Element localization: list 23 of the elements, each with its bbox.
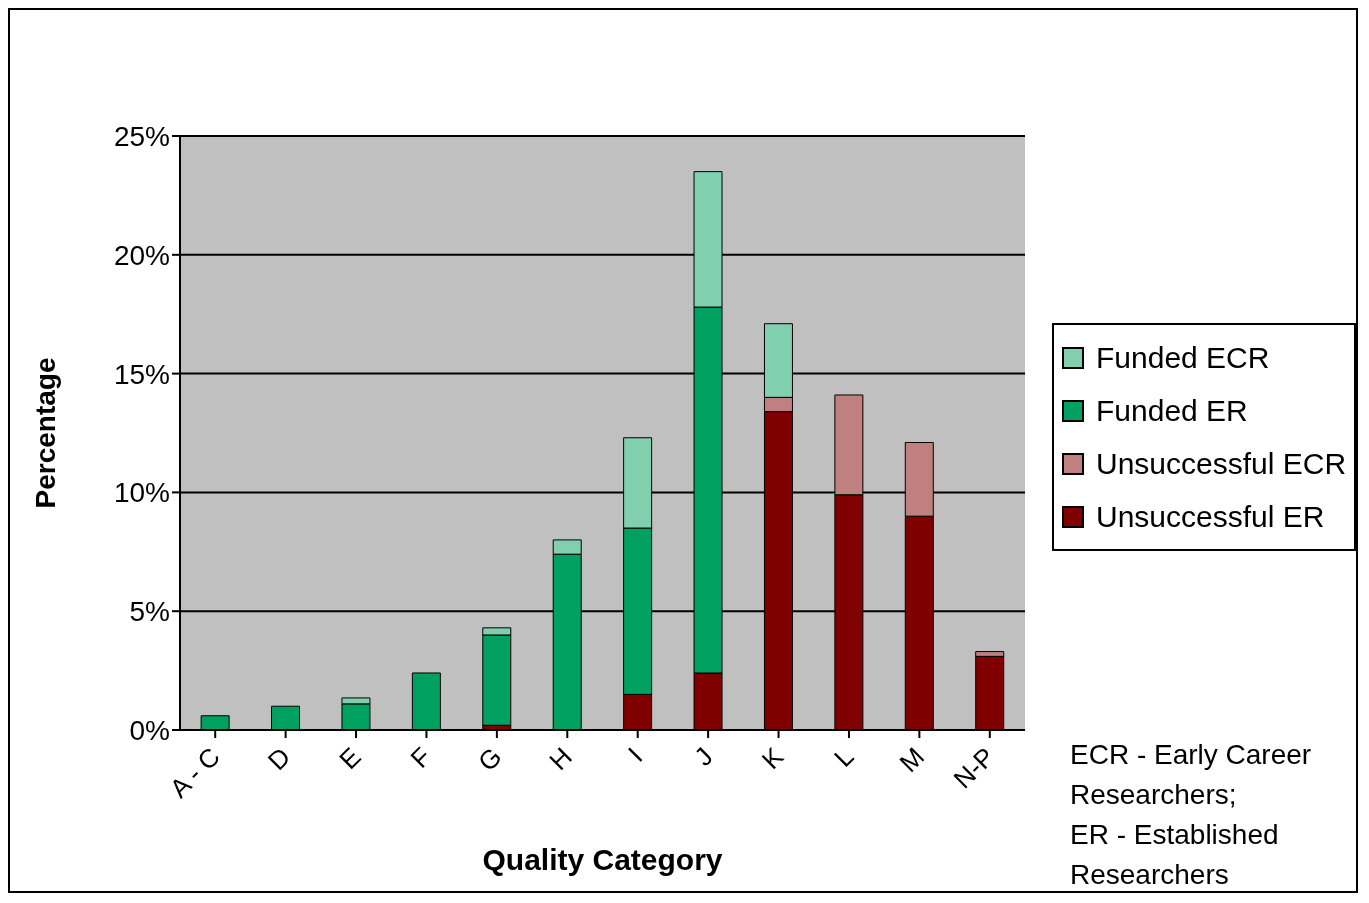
x-tick-label: F	[404, 741, 438, 774]
y-tick-label: 15%	[113, 358, 170, 390]
legend-label: Unsuccessful ER	[1096, 499, 1325, 535]
x-tick-label: G	[471, 741, 508, 777]
y-tick-label: 10%	[113, 477, 170, 509]
x-axis-title: Quality Category	[482, 843, 723, 876]
x-tick-label: E	[333, 741, 367, 775]
x-tick-label: I	[621, 741, 649, 768]
x-tick-label: H	[543, 741, 578, 776]
legend-label: Funded ER	[1096, 393, 1248, 429]
legend-label: Funded ECR	[1096, 340, 1270, 376]
text: ECR - Early Career Researchers; ER - Established Researchers	[1070, 738, 1313, 892]
y-tick-label: 20%	[113, 239, 170, 271]
x-tick-label: J	[688, 741, 719, 772]
x-tick-label: K	[755, 740, 790, 775]
x-tick-label: M	[893, 741, 930, 778]
legend-label: Unsuccessful ECR	[1096, 446, 1347, 482]
y-axis-title: Percentage	[29, 357, 61, 509]
y-tick-label: 5%	[129, 596, 170, 628]
x-tick-label: N-P	[947, 741, 1001, 795]
x-tick-label: D	[261, 741, 297, 776]
y-tick-label: 25%	[113, 120, 170, 152]
x-tick-label: L	[828, 741, 860, 773]
